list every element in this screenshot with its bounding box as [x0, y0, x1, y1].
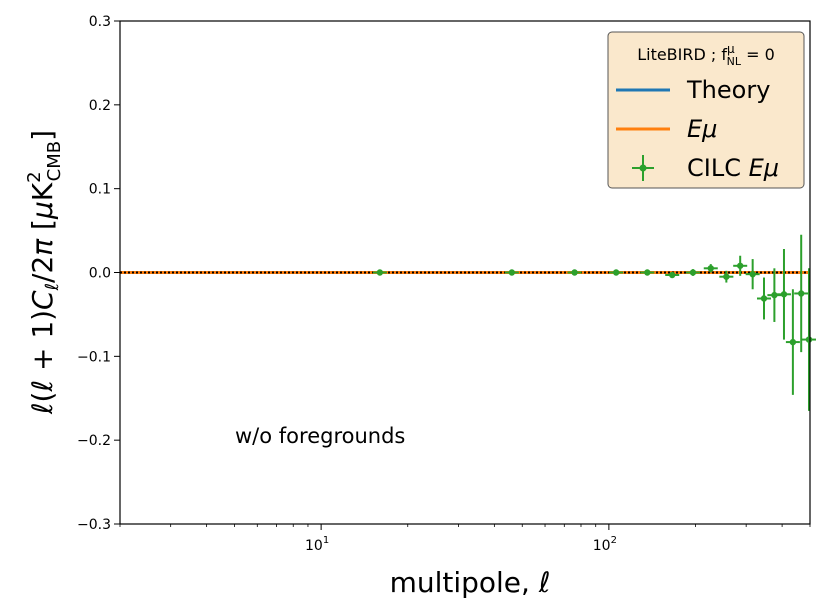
y-tick-label: 0.1 [89, 182, 111, 198]
data-point [376, 269, 384, 276]
data-point [780, 291, 788, 298]
data-point [689, 269, 697, 276]
y-tick-label: −0.3 [77, 517, 111, 533]
data-point [571, 269, 578, 276]
legend-cilc-label: CILC Eμ [687, 154, 779, 182]
data-point [644, 269, 651, 276]
legend-title: LiteBIRD ; fμ NL = 0 [637, 42, 775, 68]
y-tick-label: 0.0 [89, 266, 111, 282]
legend-emu-label: Eμ [687, 115, 717, 143]
y-tick-label: 0.2 [89, 98, 111, 114]
data-point [805, 336, 813, 343]
y-axis-label: ℓ(ℓ + 1)Cℓ/2π [μK2CMB] [24, 130, 65, 415]
data-point [669, 271, 676, 279]
data-point [789, 338, 797, 346]
legend: LiteBIRD ; fμ NL = 0 Theory Eμ CILC Eμ [607, 31, 805, 189]
data-point [760, 295, 768, 302]
data-point [736, 262, 744, 269]
data-point [723, 273, 730, 280]
x-tick-label: 101 [305, 535, 329, 554]
x-axis-label: multipole, ℓ [390, 566, 551, 599]
data-point [508, 269, 516, 276]
y-tick-label: 0.3 [89, 14, 111, 30]
x-tick-label: 102 [593, 535, 617, 554]
y-tick-label: −0.1 [77, 349, 111, 365]
legend-box [607, 31, 805, 189]
plot-area [120, 234, 816, 411]
data-point [749, 270, 756, 278]
data-point [771, 291, 778, 299]
legend-cilc-swatch-dot [639, 164, 647, 172]
legend-theory-label: Theory [686, 76, 770, 104]
annotation-text: w/o foregrounds [235, 424, 405, 448]
data-point [797, 290, 805, 297]
axis-ticks: −0.3 −0.2 −0.1 0.0 0.1 0.2 0.3 101 102 [77, 14, 617, 554]
data-point [707, 265, 714, 272]
data-point [612, 269, 620, 276]
axes-frame [119, 20, 811, 525]
y-tick-label: −0.2 [77, 433, 111, 449]
